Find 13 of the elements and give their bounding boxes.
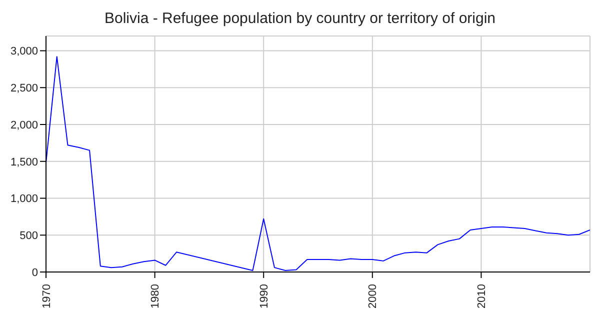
- y-tick-label: 500: [20, 230, 38, 242]
- y-tick-label: 0: [32, 266, 38, 279]
- x-tick-label: 1990: [258, 284, 270, 308]
- y-tick-label: 2,500: [10, 82, 38, 95]
- x-tick-label: 1970: [40, 284, 53, 308]
- y-tick-label: 1,500: [10, 156, 38, 168]
- y-tick-label: 1,000: [10, 193, 38, 206]
- chart-title: Bolivia - Refugee population by country or territory of origin: [103, 9, 497, 29]
- x-tick-label: 1980: [150, 284, 162, 308]
- y-tick-label: 2,000: [10, 119, 38, 132]
- y-tick-label: 3,000: [10, 46, 38, 58]
- x-tick-label: 2000: [367, 284, 380, 308]
- x-tick-label: 2010: [476, 284, 488, 308]
